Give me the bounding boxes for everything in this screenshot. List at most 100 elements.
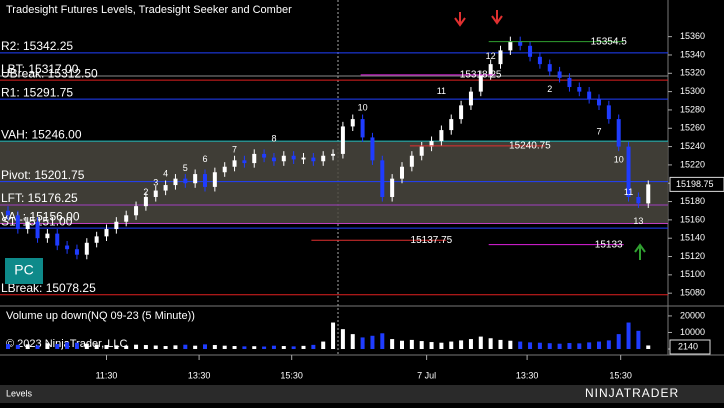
volume-bar <box>498 339 503 349</box>
candle-body <box>203 174 207 187</box>
volume-bar <box>508 340 513 349</box>
level-label: VAH: 15246.00 <box>1 127 82 141</box>
volume-bar <box>468 339 473 349</box>
x-tick-label: 7 Jul <box>417 370 436 380</box>
volume-bar <box>537 342 542 349</box>
pc-button-bg[interactable] <box>5 258 43 284</box>
y-tick-label: 15180 <box>680 196 705 206</box>
candle-body <box>616 119 621 147</box>
volume-bar <box>390 339 395 349</box>
y-tick-label: 15240 <box>680 141 705 151</box>
candle-body <box>577 87 582 92</box>
level-label: R1: 15291.75 <box>1 85 73 99</box>
volume-bar <box>104 345 109 349</box>
candle-body <box>360 119 365 138</box>
y-tick-label: 15260 <box>680 123 705 133</box>
level-label: VAL: 15156.00 <box>1 210 80 224</box>
volume-bar <box>518 341 523 349</box>
candle-body <box>262 153 267 158</box>
volume-bar <box>380 333 385 349</box>
candle-body <box>626 146 631 197</box>
x-tick-label: 11:30 <box>96 370 118 380</box>
candle-body <box>163 185 168 191</box>
candle-body <box>587 91 592 99</box>
level-label: LBT: 15317.00 <box>1 62 79 76</box>
tab-label[interactable]: Levels <box>6 388 33 398</box>
y-tick-label: 15140 <box>680 233 705 243</box>
price-mark-label: 15354.5 <box>591 36 628 47</box>
count-label: 12 <box>486 51 496 61</box>
count-label: 6 <box>202 154 207 164</box>
volume-bar <box>35 345 40 349</box>
price-mark-label: 15133 <box>595 239 623 250</box>
x-tick-label: 13:30 <box>516 370 539 380</box>
candle-body <box>183 178 188 184</box>
volume-bar <box>488 338 493 349</box>
volume-bar <box>577 343 582 349</box>
volume-bar <box>252 346 257 349</box>
down-arrow <box>454 12 466 27</box>
y-tick-label: 15220 <box>680 159 705 169</box>
count-label: 5 <box>183 163 188 173</box>
arrows <box>454 10 646 260</box>
candle-body <box>449 119 454 131</box>
x-tick-label: 15:30 <box>280 370 303 380</box>
volume-bar <box>429 342 434 349</box>
pc-button[interactable]: PC <box>14 262 33 278</box>
candle-body <box>390 178 395 197</box>
candle-body <box>380 160 385 197</box>
volume-bar <box>262 346 267 349</box>
volume-bar <box>65 342 70 349</box>
logo: NINJATRADER <box>585 386 679 400</box>
volume-bar <box>528 342 533 349</box>
count-label: 8 <box>271 134 276 144</box>
volume-bar <box>459 340 464 349</box>
candle-body <box>124 215 129 222</box>
y-tick-label: 15280 <box>680 104 705 114</box>
count-label: 10 <box>614 155 624 165</box>
down-arrow <box>491 10 503 25</box>
candle-body <box>478 75 483 92</box>
y-tick-label: 15080 <box>680 288 705 298</box>
candle-body <box>498 50 503 65</box>
count-label: 13 <box>633 216 643 226</box>
up-arrow <box>634 243 646 260</box>
volume-bar <box>163 346 168 349</box>
volume-bar <box>557 343 562 349</box>
candle-body <box>331 153 336 156</box>
count-label: 7 <box>232 145 237 155</box>
candle-body <box>567 77 572 88</box>
candle-body <box>134 206 139 216</box>
volume-bar <box>173 345 178 349</box>
volume-tick-label: 20000 <box>680 310 705 320</box>
volume-bar <box>134 344 139 349</box>
volume-bar <box>409 339 414 349</box>
candle-body <box>281 155 286 162</box>
candle-body <box>459 105 464 120</box>
volume-tick-label: 10000 <box>680 327 705 337</box>
price-mark-label: 15318.25 <box>460 70 502 81</box>
candle-body <box>547 64 552 72</box>
x-tick-label: 15:30 <box>609 370 632 380</box>
candle-body <box>311 157 316 162</box>
candle-body <box>400 166 404 179</box>
volume-bar <box>567 343 572 349</box>
volume-bar <box>616 334 621 349</box>
volume-bar <box>597 341 601 349</box>
volume-bar <box>321 341 326 349</box>
count-label: 10 <box>358 102 368 112</box>
candle-body <box>271 157 276 162</box>
candle-body <box>518 41 523 46</box>
volume-bar <box>478 336 483 349</box>
candle-body <box>301 157 306 160</box>
candle-body <box>35 221 40 239</box>
last-price-box <box>669 176 724 192</box>
candle-body <box>74 249 79 255</box>
volume-bar <box>212 345 217 349</box>
volume-bar <box>15 344 20 349</box>
candle-body <box>193 174 198 184</box>
volume-bar <box>84 343 89 349</box>
candle-body <box>321 155 326 162</box>
candle-body <box>340 126 345 154</box>
candle-body <box>65 245 70 250</box>
